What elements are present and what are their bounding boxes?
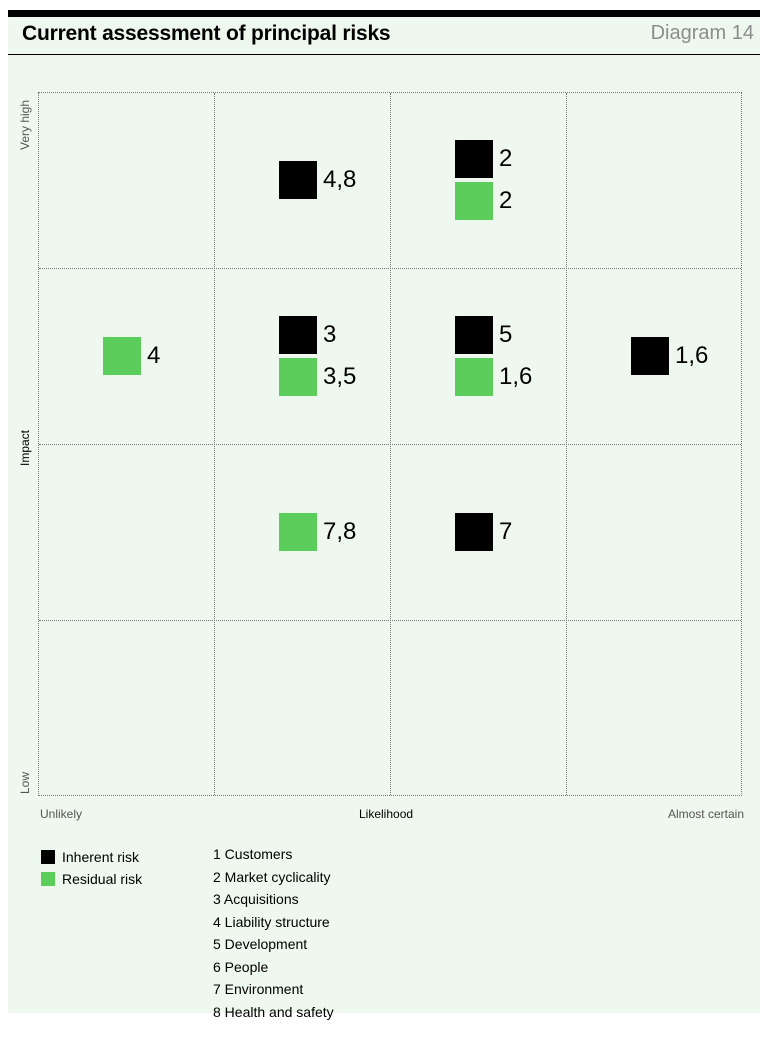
- diagram-panel: Current assessment of principal risks Di…: [8, 10, 760, 1020]
- x-axis-low-label: Unlikely: [40, 807, 83, 821]
- residual-risk-marker: 4: [103, 337, 160, 375]
- risk-marker-label: 2: [499, 145, 513, 172]
- risk-marker-label: 7: [499, 518, 513, 545]
- residual-risk-marker: 2: [455, 182, 512, 220]
- risk-key-item: 7 Environment: [213, 981, 304, 997]
- inherent-risk-marker: 7: [455, 513, 512, 551]
- legend-item-residual: Residual risk: [41, 868, 142, 890]
- residual-risk-square: [279, 513, 317, 551]
- top-rule: [8, 10, 760, 17]
- grid-line: [39, 444, 741, 445]
- risk-key-item: 4 Liability structure: [213, 913, 330, 930]
- risk-marker-label: 4,8: [323, 166, 357, 193]
- risk-marker-label: 3,5: [323, 363, 357, 390]
- risk-key-item: 2 Market cyclicality: [213, 868, 331, 885]
- risk-marker-label: 7,8: [323, 518, 357, 545]
- risk-marker-label: 2: [499, 187, 513, 214]
- title-divider: [8, 54, 760, 55]
- residual-risk-square: [103, 337, 141, 375]
- residual-risk-square: [455, 182, 493, 220]
- legend-residual-label: Residual risk: [62, 871, 143, 887]
- residual-risk-marker: 1,6: [455, 358, 532, 396]
- legend-item-inherent: Inherent risk: [41, 846, 142, 868]
- y-axis-high-label: Very high: [18, 99, 32, 150]
- inherent-risk-square: [631, 337, 669, 375]
- grid-line: [39, 620, 741, 621]
- legend: Inherent risk Residual risk: [41, 846, 142, 890]
- residual-swatch: [41, 872, 55, 886]
- risk-key-item: 3 Acquisitions: [213, 891, 299, 907]
- legend-inherent-label: Inherent risk: [62, 849, 140, 865]
- inherent-risk-marker: 2: [455, 140, 512, 178]
- residual-risk-square: [455, 358, 493, 396]
- inherent-risk-marker: 5: [455, 316, 512, 354]
- diagram-title: Current assessment of principal risks: [22, 22, 391, 45]
- risk-key-item: 5 Development: [213, 936, 308, 952]
- inherent-risk-marker: 4,8: [279, 161, 356, 199]
- risk-matrix-grid: [38, 92, 742, 796]
- inherent-risk-square: [279, 161, 317, 199]
- y-axis-title: Impact: [18, 429, 32, 466]
- risk-key-item: 8 Health and safety: [213, 1003, 334, 1020]
- risk-key-list: 1 Customers 2 Market cyclicality 3 Acqui…: [213, 846, 334, 1026]
- risk-marker-label: 3: [323, 321, 337, 348]
- grid-line: [39, 268, 741, 269]
- inherent-risk-marker: 3: [279, 316, 336, 354]
- risk-marker-label: 4: [147, 342, 161, 369]
- y-axis-low-label: Low: [18, 771, 32, 794]
- risk-key-item: 6 People: [213, 958, 269, 975]
- inherent-risk-square: [455, 140, 493, 178]
- inherent-risk-square: [279, 316, 317, 354]
- inherent-risk-marker: 1,6: [631, 337, 708, 375]
- residual-risk-marker: 7,8: [279, 513, 356, 551]
- risk-marker-label: 1,6: [675, 342, 709, 369]
- residual-risk-marker: 3,5: [279, 358, 356, 396]
- risk-marker-label: 5: [499, 321, 513, 348]
- risk-key-item: 1 Customers: [213, 846, 293, 862]
- inherent-risk-square: [455, 513, 493, 551]
- inherent-risk-square: [455, 316, 493, 354]
- inherent-swatch: [41, 850, 55, 864]
- risk-marker-label: 1,6: [499, 363, 533, 390]
- x-axis-high-label: Almost certain: [667, 807, 744, 821]
- x-axis-title: Likelihood: [359, 807, 414, 821]
- diagram-number: Diagram 14: [650, 22, 754, 44]
- residual-risk-square: [279, 358, 317, 396]
